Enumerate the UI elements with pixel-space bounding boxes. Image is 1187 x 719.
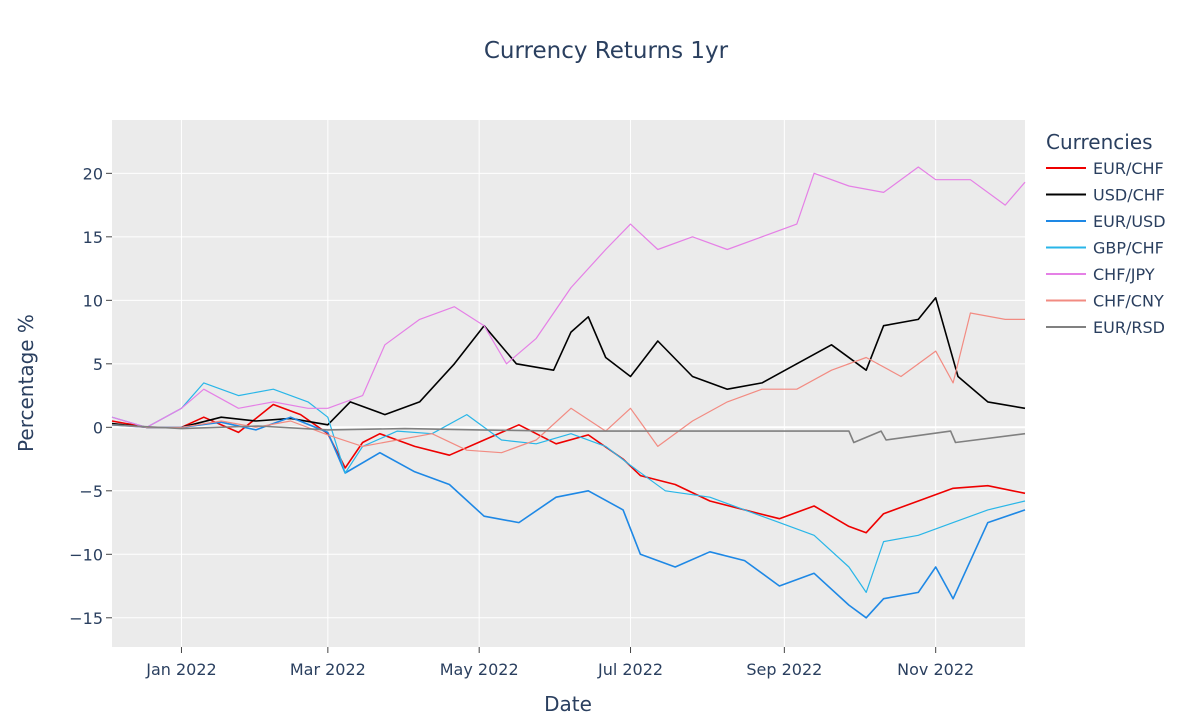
y-tick-label: 15: [83, 228, 103, 247]
x-axis-label: Date: [544, 692, 592, 716]
legend-item-label: GBP/CHF: [1093, 239, 1164, 258]
series-line-gbp-chf: [111, 382, 1026, 594]
x-tick-label: Jul 2022: [597, 660, 663, 679]
x-tick-label: Sep 2022: [746, 660, 822, 679]
y-tick-label: 0: [93, 418, 103, 437]
legend-item-label: EUR/USD: [1093, 212, 1166, 231]
series-line-eur-rsd: [111, 424, 1026, 444]
x-tick-label: Mar 2022: [290, 660, 366, 679]
y-tick-label: −5: [79, 482, 103, 501]
legend-item-label: USD/CHF: [1093, 186, 1165, 205]
series-line-usd-chf: [111, 296, 1026, 429]
y-tick-label: 10: [83, 291, 103, 310]
legend: EUR/CHF USD/CHF EUR/USD GBP/CHF CHF/JPY CHF/C…: [1046, 159, 1166, 337]
series-line-eur-chf: [111, 403, 1026, 534]
y-tick-label: −10: [69, 545, 103, 564]
legend-item-label: EUR/CHF: [1093, 159, 1164, 178]
y-tick-label: 20: [83, 164, 103, 183]
legend-item-label: EUR/RSD: [1093, 318, 1165, 337]
chart-title: Currency Returns 1yr: [484, 38, 729, 64]
series-line-chf-jpy: [111, 166, 1026, 428]
x-tick-label: May 2022: [440, 660, 519, 679]
legend-item-label: CHF/CNY: [1093, 292, 1164, 311]
y-axis-label: Percentage %: [14, 314, 38, 452]
y-tick-label: 5: [93, 355, 103, 374]
x-tick-label: Jan 2022: [145, 660, 216, 679]
x-tick-label: Nov 2022: [897, 660, 974, 679]
legend-title: Currencies: [1046, 130, 1153, 154]
series-line-eur-usd: [111, 416, 1026, 619]
plot-area: [112, 120, 1025, 647]
legend-item-label: CHF/JPY: [1093, 265, 1155, 284]
y-tick-label: −15: [69, 609, 103, 628]
